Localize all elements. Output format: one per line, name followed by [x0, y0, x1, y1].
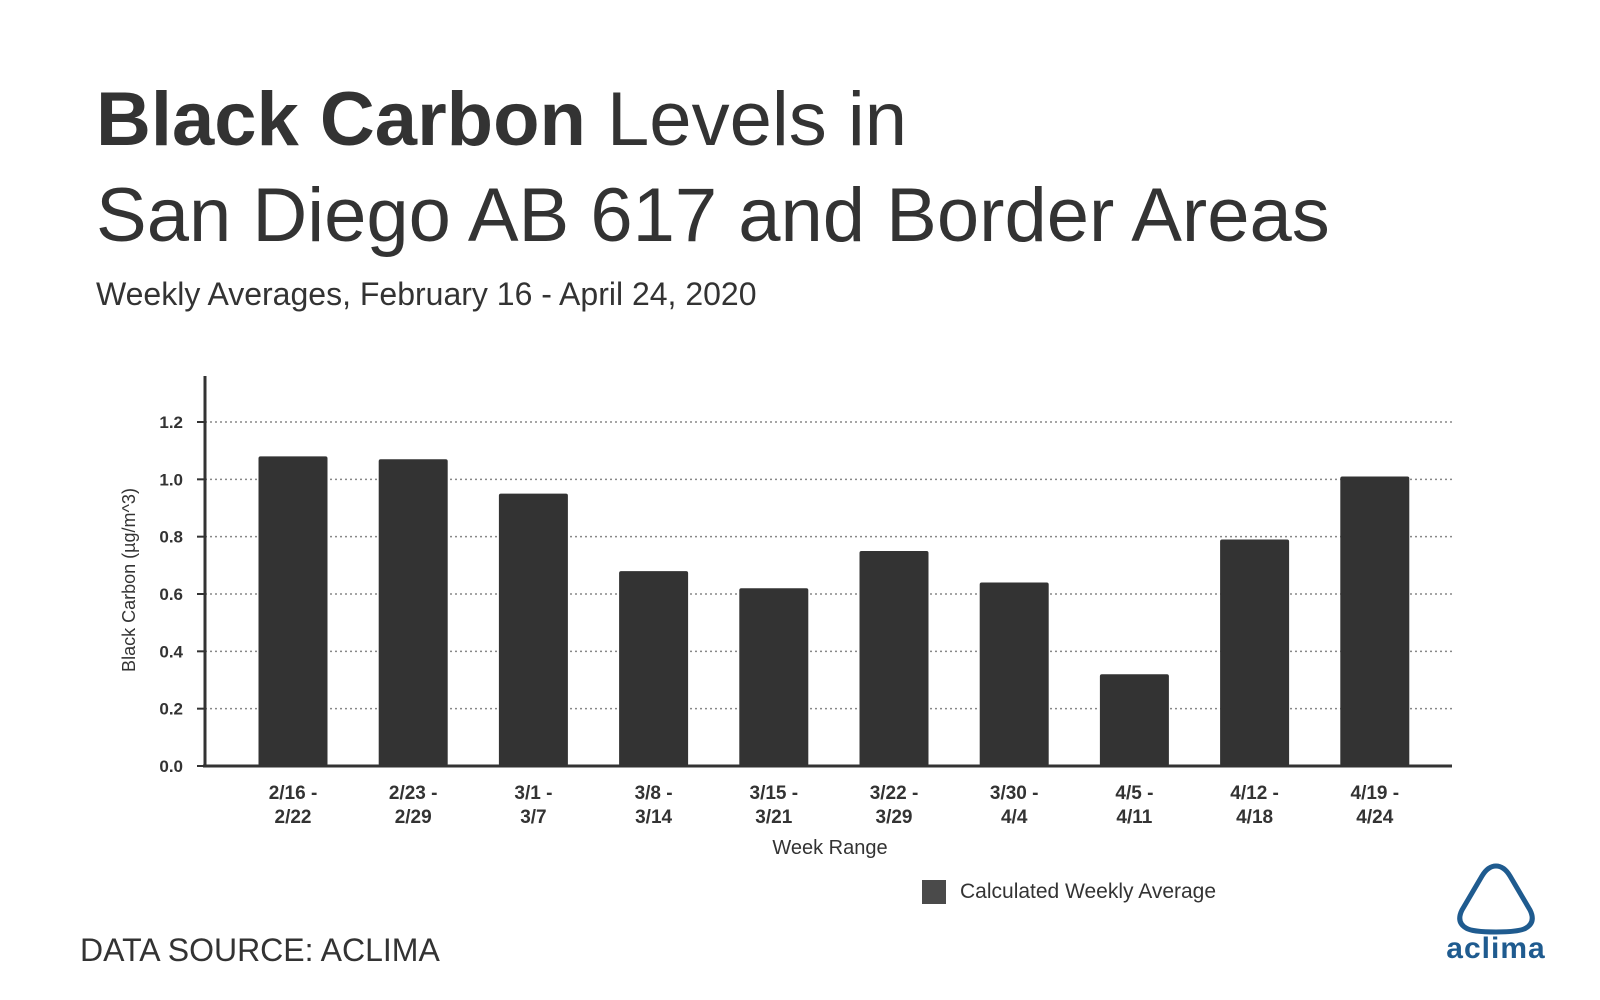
chart-subtitle: Weekly Averages, February 16 - April 24,…	[96, 276, 757, 312]
bar	[1099, 674, 1169, 766]
x-tick-label: 4/19 -	[1351, 783, 1400, 804]
x-tick-label: 4/11	[1116, 807, 1152, 828]
aclima-logo: aclima	[1426, 858, 1566, 968]
x-tick-label: 3/8 -	[635, 783, 673, 804]
x-tick-label: 3/29	[876, 807, 913, 828]
bar	[498, 493, 568, 766]
title-line-2: San Diego AB 617 and Border Areas	[96, 173, 1330, 258]
x-tick-label: 4/5 -	[1115, 783, 1153, 804]
x-tick-label: 2/22	[275, 807, 312, 828]
bar-chart: 0.0 0.2 0.4 0.6 0.8 1.0 1.2 2/16 - 2/22 2/23 - 2/2…	[119, 376, 1452, 859]
title-bold: Black Carbon	[96, 77, 586, 162]
title-line-1: Black Carbon Levels in	[96, 72, 1330, 168]
x-tick-label: 3/21	[755, 807, 792, 828]
y-tick-label: 0.8	[159, 528, 183, 547]
bar	[859, 551, 929, 766]
logo-wordmark: aclima	[1446, 932, 1546, 965]
x-tick-label: 4/24	[1356, 807, 1393, 828]
legend-label: Calculated Weekly Average	[960, 880, 1217, 903]
y-tick-label: 0.2	[159, 700, 183, 719]
x-tick-label: 3/1 -	[514, 783, 552, 804]
x-axis-label: Week Range	[772, 837, 887, 859]
data-source: DATA SOURCE: ACLIMA	[80, 932, 440, 968]
x-tick-label: 3/14	[635, 807, 672, 828]
x-tick-label: 2/16 -	[269, 783, 318, 804]
bars	[258, 456, 1410, 766]
x-tick-label: 2/23 -	[389, 783, 438, 804]
bar	[619, 571, 689, 766]
bar	[1220, 539, 1290, 766]
x-tick-label: 3/15 -	[750, 783, 799, 804]
x-tick-label: 3/30 -	[990, 783, 1039, 804]
y-tick-label: 0.0	[159, 757, 183, 776]
bar	[1340, 476, 1410, 766]
chart-title: Black Carbon Levels in San Diego AB 617 …	[96, 72, 1330, 264]
bar	[258, 456, 328, 766]
y-tick-label: 0.4	[159, 642, 183, 661]
legend-swatch	[922, 880, 946, 904]
y-axis-label: Black Carbon (µg/m^3)	[119, 488, 139, 672]
x-tick-label: 4/12 -	[1230, 783, 1279, 804]
x-tick-label: 2/29	[395, 807, 432, 828]
axes	[197, 376, 1452, 768]
y-tick-label: 1.0	[159, 470, 183, 489]
tick-labels: 0.0 0.2 0.4 0.6 0.8 1.0 1.2 2/16 - 2/22 2/23 - 2/2…	[119, 413, 1399, 859]
bar	[739, 588, 809, 766]
bar	[378, 459, 448, 766]
x-tick-label: 3/7	[520, 807, 546, 828]
x-tick-label: 3/22 -	[870, 783, 919, 804]
title-rest: Levels in	[585, 77, 907, 162]
x-tick-label: 4/18	[1236, 807, 1273, 828]
y-tick-label: 0.6	[159, 585, 183, 604]
bar	[979, 582, 1049, 766]
x-tick-label: 4/4	[1001, 807, 1028, 828]
legend: Calculated Weekly Average	[922, 880, 1216, 904]
y-tick-label: 1.2	[159, 413, 183, 432]
aclima-logo-icon	[1457, 863, 1535, 935]
